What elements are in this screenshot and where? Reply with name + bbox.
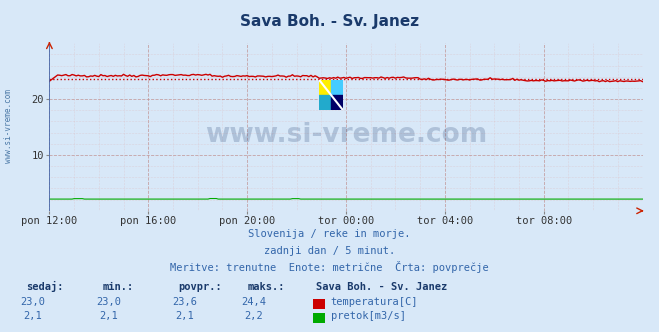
Bar [320,80,331,95]
Text: pretok[m3/s]: pretok[m3/s] [331,311,406,321]
Bar [331,80,343,95]
Text: 24,4: 24,4 [241,297,266,307]
Text: www.si-vreme.com: www.si-vreme.com [4,89,13,163]
Bar [331,95,343,110]
Text: povpr.:: povpr.: [178,283,221,292]
Text: min.:: min.: [102,283,133,292]
Text: 2,1: 2,1 [24,311,42,321]
Text: Meritve: trenutne  Enote: metrične  Črta: povprečje: Meritve: trenutne Enote: metrične Črta: … [170,261,489,273]
Text: sedaj:: sedaj: [26,282,64,292]
Text: 2,1: 2,1 [100,311,118,321]
Text: zadnji dan / 5 minut.: zadnji dan / 5 minut. [264,246,395,256]
Bar [320,95,331,110]
Text: Sava Boh. - Sv. Janez: Sava Boh. - Sv. Janez [240,14,419,29]
Text: 23,6: 23,6 [172,297,197,307]
Text: maks.:: maks.: [247,283,285,292]
Text: Sava Boh. - Sv. Janez: Sava Boh. - Sv. Janez [316,283,447,292]
Text: www.si-vreme.com: www.si-vreme.com [205,123,487,148]
Text: 23,0: 23,0 [96,297,121,307]
Text: temperatura[C]: temperatura[C] [331,297,418,307]
Text: 2,2: 2,2 [244,311,263,321]
Text: 23,0: 23,0 [20,297,45,307]
Text: 2,1: 2,1 [175,311,194,321]
Text: Slovenija / reke in morje.: Slovenija / reke in morje. [248,229,411,239]
